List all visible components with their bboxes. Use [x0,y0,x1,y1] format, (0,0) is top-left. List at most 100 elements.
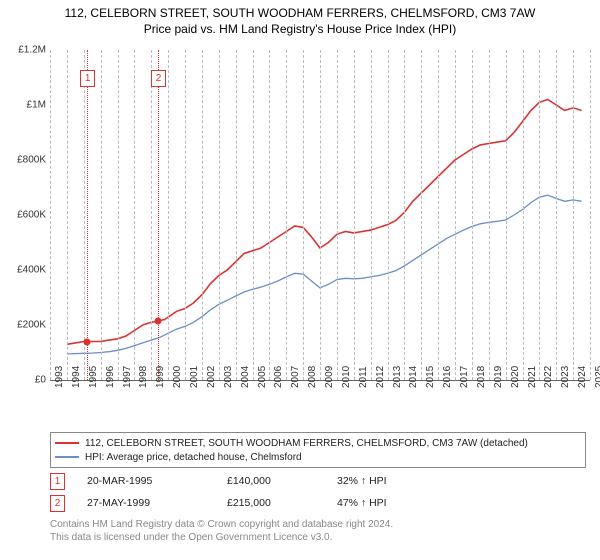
chart-area: £0£200K£400K£600K£800K£1M£1.2M12 1993199… [50,50,590,420]
gridline [118,50,119,380]
gridline [50,50,51,380]
legend-item-hpi: HPI: Average price, detached house, Chel… [55,450,581,464]
x-tick: 2007 [290,366,301,388]
x-tick: 2008 [307,366,318,388]
title-line2: Price paid vs. HM Land Registry's House … [0,22,600,38]
legend-swatch-property [55,442,79,444]
x-tick: 2017 [459,366,470,388]
title-line1: 112, CELEBORN STREET, SOUTH WOODHAM FERR… [0,6,600,22]
x-tick: 2003 [223,366,234,388]
gridline [506,50,507,380]
gridline [337,50,338,380]
gridline [134,50,135,380]
x-tick: 2013 [392,366,403,388]
gridline [455,50,456,380]
x-tick: 2019 [493,366,504,388]
gridline [303,50,304,380]
x-tick: 2024 [577,366,588,388]
marker-dot-2 [155,317,162,324]
plot-region: £0£200K£400K£600K£800K£1M£1.2M12 [50,50,590,381]
x-tick: 2016 [442,366,453,388]
sale-row-2: 2 27-MAY-1999 £215,000 47% ↑ HPI [50,492,457,514]
marker-dot-1 [84,338,91,345]
legend-item-property: 112, CELEBORN STREET, SOUTH WOODHAM FERR… [55,436,581,450]
gridline [219,50,220,380]
gridline [421,50,422,380]
gridline [185,50,186,380]
x-tick: 2006 [273,366,284,388]
y-tick: £1.2M [4,45,46,56]
x-tick: 2025 [594,366,600,388]
legend-label-hpi: HPI: Average price, detached house, Chel… [85,452,302,463]
x-tick: 2002 [206,366,217,388]
gridline [404,50,405,380]
x-tick: 2005 [257,366,268,388]
gridline [236,50,237,380]
gridline [84,50,85,380]
legend-label-property: 112, CELEBORN STREET, SOUTH WOODHAM FERR… [85,438,528,449]
gridline [489,50,490,380]
x-tick: 2020 [510,366,521,388]
footnote-line1: Contains HM Land Registry data © Crown c… [50,518,393,531]
x-tick: 1994 [71,366,82,388]
x-tick: 1997 [122,366,133,388]
gridline [371,50,372,380]
gridline [472,50,473,380]
y-tick: £1M [4,100,46,111]
legend-swatch-hpi [55,456,79,458]
marker-box-2: 2 [151,70,166,87]
gridline [438,50,439,380]
sale-price-1: £140,000 [227,475,337,487]
sales-table: 1 20-MAR-1995 £140,000 32% ↑ HPI 2 27-MA… [50,470,457,514]
x-tick: 1993 [54,366,65,388]
gridline [354,50,355,380]
x-tick: 2023 [560,366,571,388]
x-tick: 2004 [240,366,251,388]
gridline [556,50,557,380]
sale-marker-2: 2 [50,495,65,512]
gridline [269,50,270,380]
y-tick: £400K [4,265,46,276]
gridline [320,50,321,380]
x-tick: 2000 [172,366,183,388]
series-property [67,100,582,345]
x-tick: 1999 [155,366,166,388]
x-tick: 2011 [358,366,369,388]
gridline [286,50,287,380]
x-tick: 2014 [408,366,419,388]
sale-price-2: £215,000 [227,497,337,509]
series-hpi [67,195,582,354]
x-tick: 2018 [476,366,487,388]
chart-container: 112, CELEBORN STREET, SOUTH WOODHAM FERR… [0,0,600,560]
gridline [202,50,203,380]
sale-delta-2: 47% ↑ HPI [337,497,457,509]
x-tick: 1996 [105,366,116,388]
sale-date-1: 20-MAR-1995 [87,475,227,487]
x-tick: 1995 [88,366,99,388]
gridline [523,50,524,380]
x-tick: 2015 [425,366,436,388]
sale-date-2: 27-MAY-1999 [87,497,227,509]
x-tick: 2001 [189,366,200,388]
footnote: Contains HM Land Registry data © Crown c… [50,518,393,544]
y-tick: £200K [4,320,46,331]
gridline [67,50,68,380]
legend: 112, CELEBORN STREET, SOUTH WOODHAM FERR… [50,432,586,468]
sale-marker-1: 1 [50,473,65,490]
title-block: 112, CELEBORN STREET, SOUTH WOODHAM FERR… [0,0,600,37]
y-tick: £600K [4,210,46,221]
marker-line [158,50,159,380]
y-tick: £0 [4,375,46,386]
gridline [253,50,254,380]
gridline [573,50,574,380]
x-tick: 1998 [138,366,149,388]
footnote-line2: This data is licensed under the Open Gov… [50,531,393,544]
sale-delta-1: 32% ↑ HPI [337,475,457,487]
x-tick: 2022 [543,366,554,388]
marker-box-1: 1 [80,70,95,87]
x-tick: 2009 [324,366,335,388]
x-tick: 2012 [375,366,386,388]
gridline [388,50,389,380]
gridline [101,50,102,380]
x-tick: 2021 [527,366,538,388]
